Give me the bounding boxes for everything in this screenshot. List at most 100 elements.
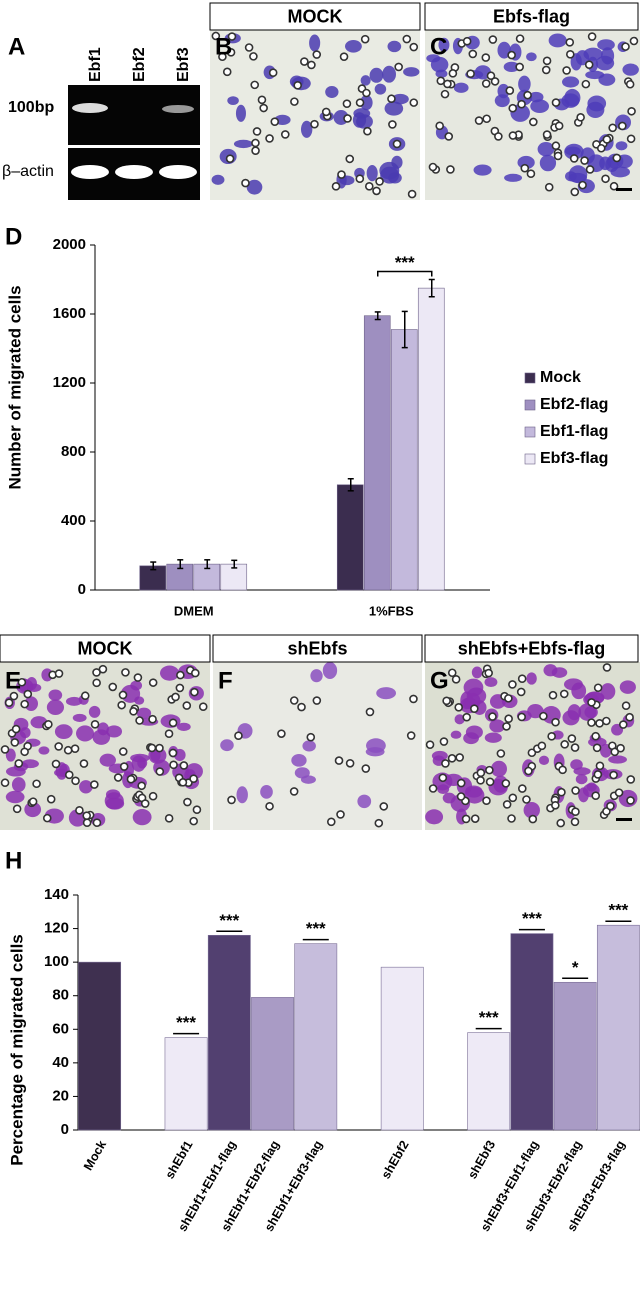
band <box>159 165 197 179</box>
pore <box>558 765 567 775</box>
pore <box>409 42 419 52</box>
pore <box>626 134 636 144</box>
significance-bracket <box>377 270 433 277</box>
pore <box>54 669 64 678</box>
significance-label: *** <box>479 1008 499 1027</box>
pore <box>244 43 254 52</box>
panel-title: Ebfs-flag <box>493 6 570 26</box>
pore <box>527 748 537 758</box>
pore <box>137 781 146 791</box>
cell <box>575 774 588 785</box>
pore <box>544 182 554 192</box>
pore <box>113 773 123 782</box>
cell <box>391 93 409 105</box>
pore <box>183 797 192 807</box>
pore <box>147 743 157 753</box>
pore <box>629 36 639 46</box>
pore <box>268 68 278 78</box>
pore <box>508 131 518 140</box>
pore <box>442 696 451 706</box>
legend-swatch <box>524 399 536 411</box>
pore <box>133 673 143 682</box>
legend-swatch <box>524 372 536 384</box>
pore <box>481 53 491 62</box>
pore <box>218 52 227 62</box>
significance-label: *** <box>176 1013 196 1032</box>
cell <box>504 173 523 182</box>
pore <box>234 731 243 741</box>
lane-label: Ebf2 <box>131 47 148 82</box>
pore <box>211 31 221 41</box>
cell <box>369 67 384 83</box>
cell <box>309 34 321 52</box>
cell <box>360 75 371 86</box>
pore <box>42 813 52 823</box>
y-axis-label: Percentage of migrated cells <box>7 934 26 1165</box>
pore <box>321 107 331 117</box>
pore <box>515 62 524 72</box>
y-tick-label: 800 <box>61 443 86 460</box>
pore <box>178 778 188 787</box>
pore <box>562 66 571 75</box>
pore <box>227 32 237 41</box>
cell <box>88 705 101 718</box>
pore <box>155 743 164 753</box>
cell <box>291 754 307 767</box>
cell <box>491 760 507 777</box>
cell <box>260 784 273 799</box>
pore <box>618 121 627 131</box>
cell <box>366 165 378 182</box>
pore <box>496 749 506 758</box>
panel-title: shEbfs <box>287 638 347 658</box>
cell <box>325 86 339 98</box>
pore <box>435 121 444 131</box>
cell <box>310 669 323 683</box>
pore <box>441 759 450 768</box>
pore <box>443 79 452 89</box>
panel-header <box>424 2 639 31</box>
pore <box>446 165 455 174</box>
legend-label: Ebf2-flag <box>540 396 608 413</box>
pore <box>520 163 530 173</box>
pore <box>508 103 518 113</box>
pore <box>593 683 603 693</box>
pore <box>372 186 381 196</box>
band <box>162 105 194 113</box>
pore <box>522 795 531 804</box>
pore <box>164 729 174 738</box>
band <box>72 103 108 113</box>
cell <box>431 750 448 761</box>
pore <box>570 187 580 197</box>
panel-header <box>0 634 211 663</box>
pore <box>439 737 449 746</box>
pore <box>507 814 516 823</box>
pore <box>517 674 527 684</box>
cell <box>106 725 123 738</box>
pore <box>486 71 496 81</box>
pore <box>225 154 235 163</box>
pore <box>523 90 532 100</box>
pore <box>226 48 236 57</box>
pore <box>609 181 619 191</box>
pore <box>394 62 403 72</box>
cell <box>365 747 385 757</box>
pore <box>571 807 580 817</box>
pore <box>182 701 192 710</box>
pore <box>20 747 29 757</box>
cell <box>132 809 152 826</box>
pore <box>488 35 498 44</box>
cell <box>11 777 26 793</box>
bar <box>467 1032 511 1131</box>
panel-header <box>424 634 639 663</box>
pore <box>455 753 464 762</box>
pore <box>79 759 89 768</box>
pore <box>612 153 622 163</box>
pore <box>345 758 355 768</box>
pore <box>126 774 136 784</box>
cell <box>484 677 498 688</box>
y-tick-label: 120 <box>44 920 69 937</box>
pore <box>297 702 306 712</box>
pore <box>164 814 174 823</box>
pore <box>592 743 602 753</box>
pore <box>470 704 479 713</box>
